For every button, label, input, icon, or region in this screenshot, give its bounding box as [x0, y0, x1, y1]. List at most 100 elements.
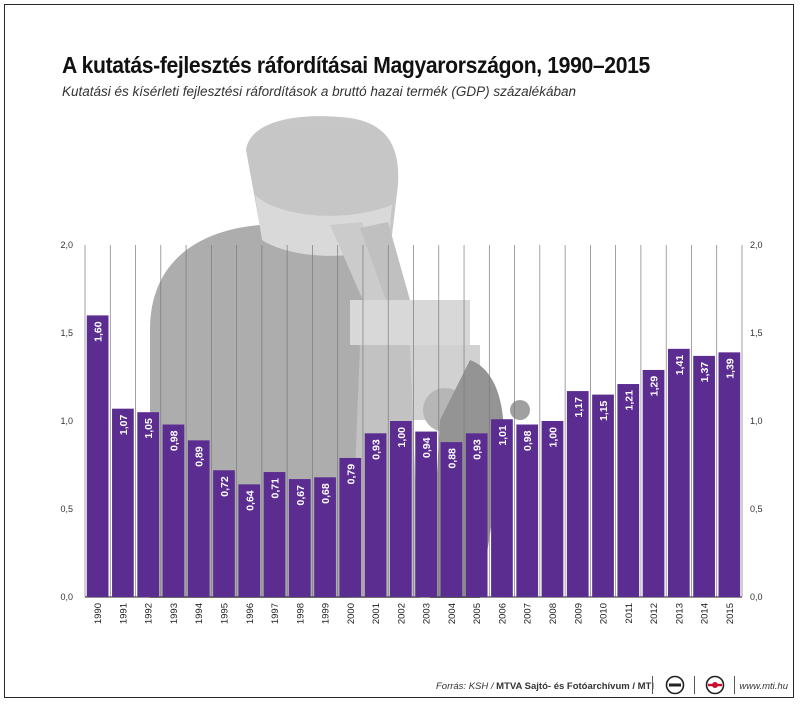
- bar-2004: [440, 442, 463, 597]
- bar-value-label: 1,29: [649, 376, 661, 397]
- bar-value-label: 0,71: [270, 478, 282, 499]
- x-tick-label: 2005: [472, 603, 483, 624]
- x-tick-label: 2013: [674, 603, 685, 624]
- bar-value-label: 1,01: [497, 425, 509, 446]
- x-tick-label: 2003: [422, 603, 433, 624]
- x-tick-label: 2011: [624, 603, 635, 623]
- bar-value-label: 0,93: [371, 439, 383, 460]
- bar-2005: [465, 433, 488, 597]
- bar-1998: [288, 479, 311, 597]
- bar-value-label: 0,98: [522, 430, 534, 451]
- x-tick-label: 1995: [219, 603, 230, 624]
- bar-2011: [617, 384, 640, 597]
- bar-value-label: 1,00: [547, 427, 559, 448]
- bar-value-label: 0,93: [472, 439, 484, 460]
- y-tick-label-right: 0,5: [750, 504, 763, 514]
- x-tick-label: 2009: [573, 603, 584, 624]
- y-tick-label-left: 0,0: [60, 592, 73, 602]
- x-tick-label: 2006: [497, 603, 508, 624]
- bar-1991: [112, 408, 134, 597]
- x-tick-label: 2004: [447, 603, 458, 624]
- bar-1995: [213, 470, 235, 597]
- bar-1997: [263, 472, 286, 597]
- x-tick-label: 1994: [194, 603, 205, 624]
- bar-value-label: 1,17: [573, 397, 585, 418]
- bar-2009: [566, 391, 589, 597]
- bar-value-label: 0,94: [421, 437, 433, 458]
- bar-2006: [491, 419, 513, 597]
- bar-value-label: 1,00: [396, 427, 408, 448]
- bar-1994: [187, 440, 210, 597]
- bar-2015: [718, 352, 741, 597]
- bar-value-label: 1,15: [598, 400, 610, 421]
- bar-value-label: 0,79: [345, 464, 357, 485]
- x-tick-label: 1999: [321, 603, 332, 624]
- x-axis-labels: 1990 1991 1992 1993 1994 1995 1996 1997 1998 1999…: [93, 603, 736, 624]
- bar-2010: [592, 394, 614, 597]
- bar-value-label: 1,37: [699, 362, 711, 383]
- bar-value-label: 0,64: [244, 490, 256, 511]
- bar-1996: [238, 484, 261, 597]
- footer-separator: [734, 676, 735, 694]
- bar-value-label: 1,60: [93, 321, 105, 342]
- bar-value-label: 0,89: [194, 446, 206, 467]
- source-agency: MTVA Sajtó- és Fotóarchívum / MTI: [496, 681, 654, 692]
- x-tick-label: 2002: [396, 603, 407, 624]
- footer-separator: [652, 676, 653, 694]
- y-axis-left: 0,0 0,5 1,0 1,5 2,0: [60, 240, 73, 602]
- x-tick-label: 1992: [144, 603, 155, 624]
- bar-1992: [137, 412, 160, 597]
- footer: Forrás: KSH / MTVA Sajtó- és Fotóarchívu…: [0, 670, 800, 700]
- website-link: www.mti.hu: [739, 681, 788, 692]
- bar-2014: [693, 355, 715, 597]
- mti-logo-icon: [705, 675, 725, 695]
- chart-gridlines: [84, 245, 743, 598]
- x-tick-label: 2015: [725, 603, 736, 624]
- y-tick-label-left: 1,5: [60, 328, 73, 338]
- y-tick-label-left: 0,5: [60, 504, 73, 514]
- bar-value-label: 1,05: [143, 418, 155, 439]
- x-tick-label: 2008: [548, 603, 559, 624]
- y-tick-label-right: 0,0: [750, 592, 763, 602]
- bar-value-label: 0,98: [168, 430, 180, 451]
- bar-value-label: 0,88: [446, 448, 458, 469]
- x-tick-label: 2007: [523, 603, 534, 624]
- mtva-logo-icon: [665, 675, 685, 695]
- source-credit: Forrás: KSH / MTVA Sajtó- és Fotóarchívu…: [436, 681, 654, 692]
- source-prefix: Forrás: KSH /: [435, 681, 497, 692]
- bar-2012: [642, 369, 665, 597]
- footer-separator: [694, 676, 695, 694]
- bar-2003: [415, 431, 438, 597]
- x-tick-label: 1997: [270, 603, 281, 624]
- bar-1990: [86, 315, 109, 597]
- chart-subtitle: Kutatási és kísérleti fejlesztési ráford…: [62, 84, 576, 99]
- bar-2000: [339, 457, 362, 597]
- bar-value-label: 1,21: [623, 390, 635, 411]
- bar-value-label: 0,68: [320, 483, 332, 504]
- bar-2001: [364, 433, 387, 597]
- y-tick-label-left: 2,0: [60, 240, 73, 250]
- bar-value-label: 1,07: [118, 415, 130, 436]
- x-tick-label: 2000: [346, 603, 357, 624]
- x-tick-label: 1990: [93, 603, 104, 624]
- bar-value-label: 1,41: [674, 355, 686, 376]
- bar-value-label: 0,67: [295, 485, 307, 506]
- y-tick-label-left: 1,0: [60, 416, 73, 426]
- x-tick-label: 1993: [169, 603, 180, 624]
- x-tick-label: 1998: [295, 603, 306, 624]
- x-tick-label: 1991: [118, 603, 129, 624]
- chart-title: A kutatás-fejlesztés ráfordításai Magyar…: [62, 52, 650, 78]
- bar-value-label: 0,72: [219, 476, 231, 497]
- x-tick-label: 1996: [245, 603, 256, 624]
- x-tick-label: 2001: [371, 603, 382, 624]
- bar-series: 1,60 1,07 1,05 0,98 0,89 0,72 0,64 0,71 0,67 0,68…: [86, 315, 741, 597]
- bar-1999: [314, 477, 336, 597]
- bar-2007: [516, 424, 539, 597]
- bar-1993: [162, 424, 185, 597]
- y-axis-right: 0,0 0,5 1,0 1,5 2,0: [750, 240, 763, 602]
- bar-value-label: 1,39: [724, 358, 736, 379]
- y-tick-label-right: 2,0: [750, 240, 763, 250]
- x-tick-label: 2010: [599, 603, 610, 624]
- bar-2002: [389, 421, 412, 597]
